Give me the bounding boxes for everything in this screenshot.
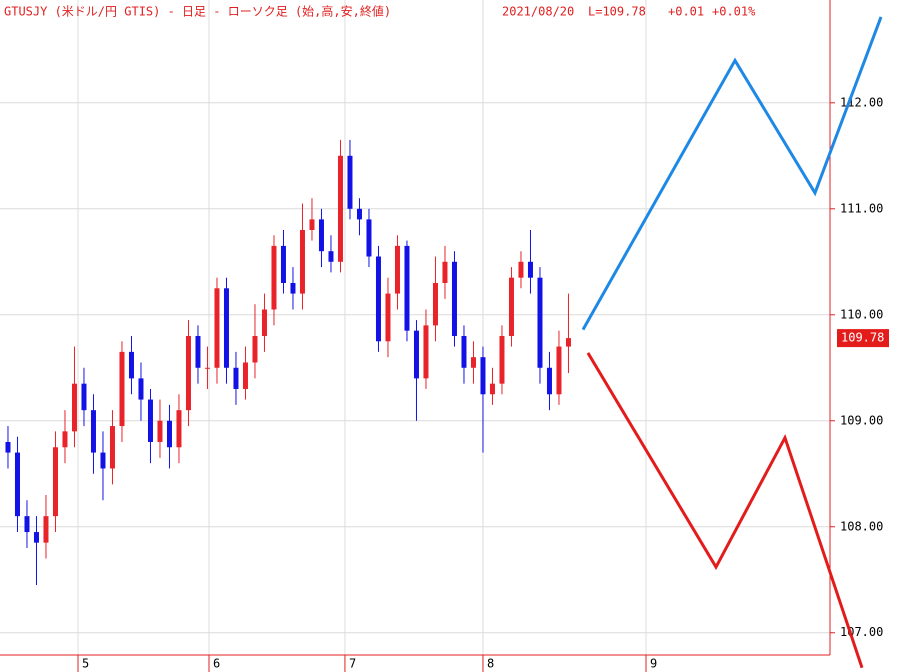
candle-body (166, 420, 172, 448)
candle-body (24, 516, 30, 533)
candle-body (385, 293, 391, 342)
candle-body (423, 325, 429, 379)
candle-body (33, 532, 39, 543)
candle-body (404, 245, 410, 331)
x-tick-label: 7 (349, 657, 356, 671)
candle-body (565, 338, 571, 347)
candle-body (252, 335, 258, 363)
chart-title: GTUSJY (米ドル/円 GTIS) - 日足 - ローソク足 (始,高,安,… (4, 4, 391, 19)
candle-body (233, 367, 239, 389)
candle-body (157, 420, 163, 442)
candle-body (556, 346, 562, 395)
candle-body (62, 431, 68, 448)
candle-body (480, 357, 486, 395)
candle-body (71, 383, 77, 432)
candle-body (309, 219, 315, 230)
candle-body (337, 155, 343, 262)
grid (0, 0, 830, 655)
projection-line (586, 352, 864, 669)
candle-body (375, 256, 381, 342)
candle-body (328, 251, 334, 262)
candle-body (185, 335, 191, 411)
candle-body (432, 282, 438, 326)
candle-body (442, 261, 448, 283)
candle-body (5, 441, 11, 453)
last-price: L=109.78 (588, 5, 646, 19)
candle-body (119, 351, 125, 427)
candle-body (470, 357, 476, 368)
candle-body (81, 383, 87, 411)
candle-body (290, 282, 296, 294)
candle-body (147, 399, 153, 442)
candle-body (90, 410, 96, 453)
candle-body (537, 277, 543, 368)
y-tick-label: 110.00 (840, 307, 883, 321)
change: +0.01 (668, 5, 704, 19)
current-price-box (837, 329, 889, 348)
candle-body (318, 219, 324, 252)
candle-body (518, 261, 524, 278)
candle-body (43, 516, 49, 543)
candle-body (271, 245, 277, 310)
candle-body (394, 245, 400, 294)
candle-body (280, 245, 286, 283)
candle-body (499, 335, 505, 384)
candle-body (204, 367, 210, 369)
candle-body (52, 447, 58, 517)
projection-line (581, 16, 883, 331)
candle-body (128, 351, 134, 379)
candle-body (214, 288, 220, 368)
x-tick-label: 9 (650, 657, 657, 671)
y-tick-label: 108.00 (840, 519, 883, 533)
candle-body (366, 219, 372, 257)
y-tick-label: 107.00 (840, 625, 883, 639)
candle-body (451, 261, 457, 336)
candle-body (223, 288, 229, 368)
candle-body (413, 330, 419, 379)
change-pct: +0.01% (712, 5, 756, 19)
candle-body (14, 452, 20, 517)
candle-body (176, 410, 182, 448)
x-tick-label: 8 (487, 657, 494, 671)
y-tick-label: 111.00 (840, 201, 883, 215)
current-price-label: 109.78 (841, 331, 884, 345)
candle-body (299, 229, 305, 294)
x-tick-label: 6 (213, 657, 220, 671)
candle-body (242, 362, 248, 389)
y-tick-label: 109.00 (840, 413, 883, 427)
x-tick-label: 5 (82, 657, 89, 671)
candle-body (527, 261, 533, 278)
candle-body (461, 335, 467, 368)
candle-body (100, 452, 106, 469)
candle-body (489, 383, 495, 395)
candle-body (261, 309, 267, 336)
candle-body (347, 155, 353, 209)
candle-body (195, 335, 201, 368)
candle-body (508, 277, 514, 336)
plot (5, 139, 571, 586)
candle-body (138, 378, 144, 400)
date: 2021/08/20 (502, 5, 574, 19)
candle-body (356, 208, 362, 220)
candle-body (546, 367, 552, 395)
candle-body (109, 426, 115, 469)
